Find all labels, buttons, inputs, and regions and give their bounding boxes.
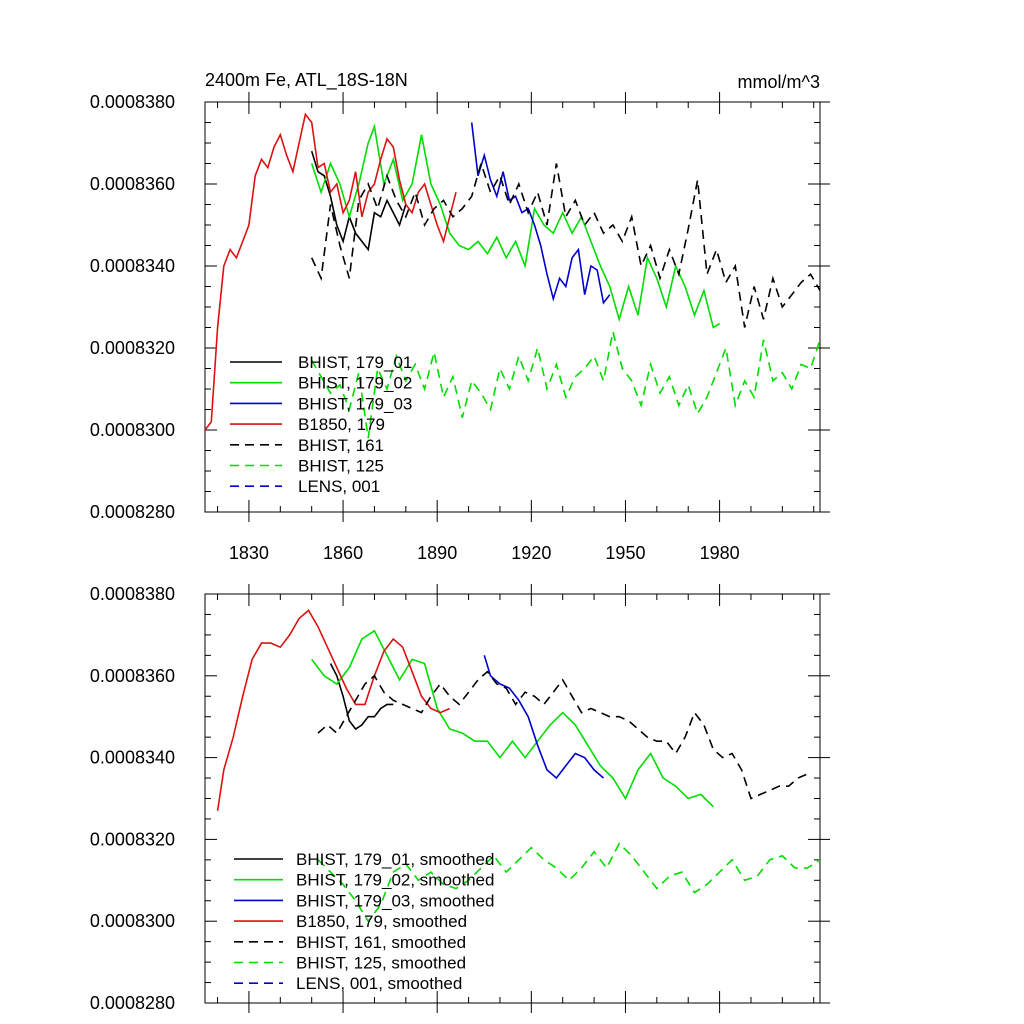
x-tick-label: 1950: [605, 543, 645, 563]
series-line-2: [470, 122, 611, 305]
legend-label: BHIST, 179_02: [298, 374, 412, 393]
y-tick-label: 0.0008320: [90, 829, 175, 849]
series-line-5: [311, 331, 820, 439]
series-line-1: [311, 629, 714, 808]
x-tick-label: 1920: [511, 543, 551, 563]
y-tick-label: 0.0008360: [90, 666, 175, 686]
panel-top: 2400m Fe, ATL_18S-18N mmol/m^3 1830 1860 189…: [90, 70, 830, 563]
y-tick-label: 0.0008340: [90, 256, 175, 276]
chart-title: 2400m Fe, ATL_18S-18N: [205, 70, 408, 91]
series-line-1: [310, 123, 721, 329]
series-line-4: [317, 670, 808, 800]
legend-label: BHIST, 179_03: [298, 394, 412, 413]
legend-label: BHIST, 179_02, smoothed: [296, 871, 494, 890]
x-tick-label: 1980: [700, 543, 740, 563]
y-tick-label: 0.0008380: [90, 92, 175, 112]
legend-label: LENS, 001: [298, 477, 380, 496]
y-tick-label: 0.0008300: [90, 420, 175, 440]
series-line-3: [205, 112, 457, 431]
x-tick-label: 1830: [229, 543, 269, 563]
panel-bottom: 0.0008280 0.0008300 0.0008320 0.0008340 0.00…: [90, 584, 830, 1013]
series-line-4: [310, 160, 820, 328]
legend-label: BHIST, 179_01: [298, 353, 412, 372]
legend-label: B1850, 179, smoothed: [296, 912, 467, 931]
y-tick-label: 0.0008360: [90, 174, 175, 194]
series-line-0: [329, 663, 394, 731]
legend-label: BHIST, 161, smoothed: [296, 933, 466, 952]
y-tick-label: 0.0008280: [90, 502, 175, 522]
legend-label: BHIST, 125: [298, 457, 384, 476]
legend-label: BHIST, 125, smoothed: [296, 954, 466, 973]
y-tick-label: 0.0008340: [90, 748, 175, 768]
x-tick-label: 1860: [323, 543, 363, 563]
x-tick-label: 1890: [417, 543, 457, 563]
units-label: mmol/m^3: [738, 72, 820, 92]
y-tick-label: 0.0008320: [90, 338, 175, 358]
legend-label: BHIST, 179_03, smoothed: [296, 891, 494, 910]
series-line-2: [483, 655, 605, 780]
series-line-0: [310, 150, 407, 252]
legend-label: LENS, 001, smoothed: [296, 974, 462, 993]
y-tick-label: 0.0008280: [90, 993, 175, 1013]
y-tick-label: 0.0008380: [90, 584, 175, 604]
series-line-5: [317, 842, 820, 923]
series-line-3: [216, 609, 451, 811]
legend-label: BHIST, 179_01, smoothed: [296, 850, 494, 869]
y-tick-label: 0.0008300: [90, 911, 175, 931]
legend-label: B1850, 179: [298, 415, 385, 434]
legend-label: BHIST, 161: [298, 436, 384, 455]
